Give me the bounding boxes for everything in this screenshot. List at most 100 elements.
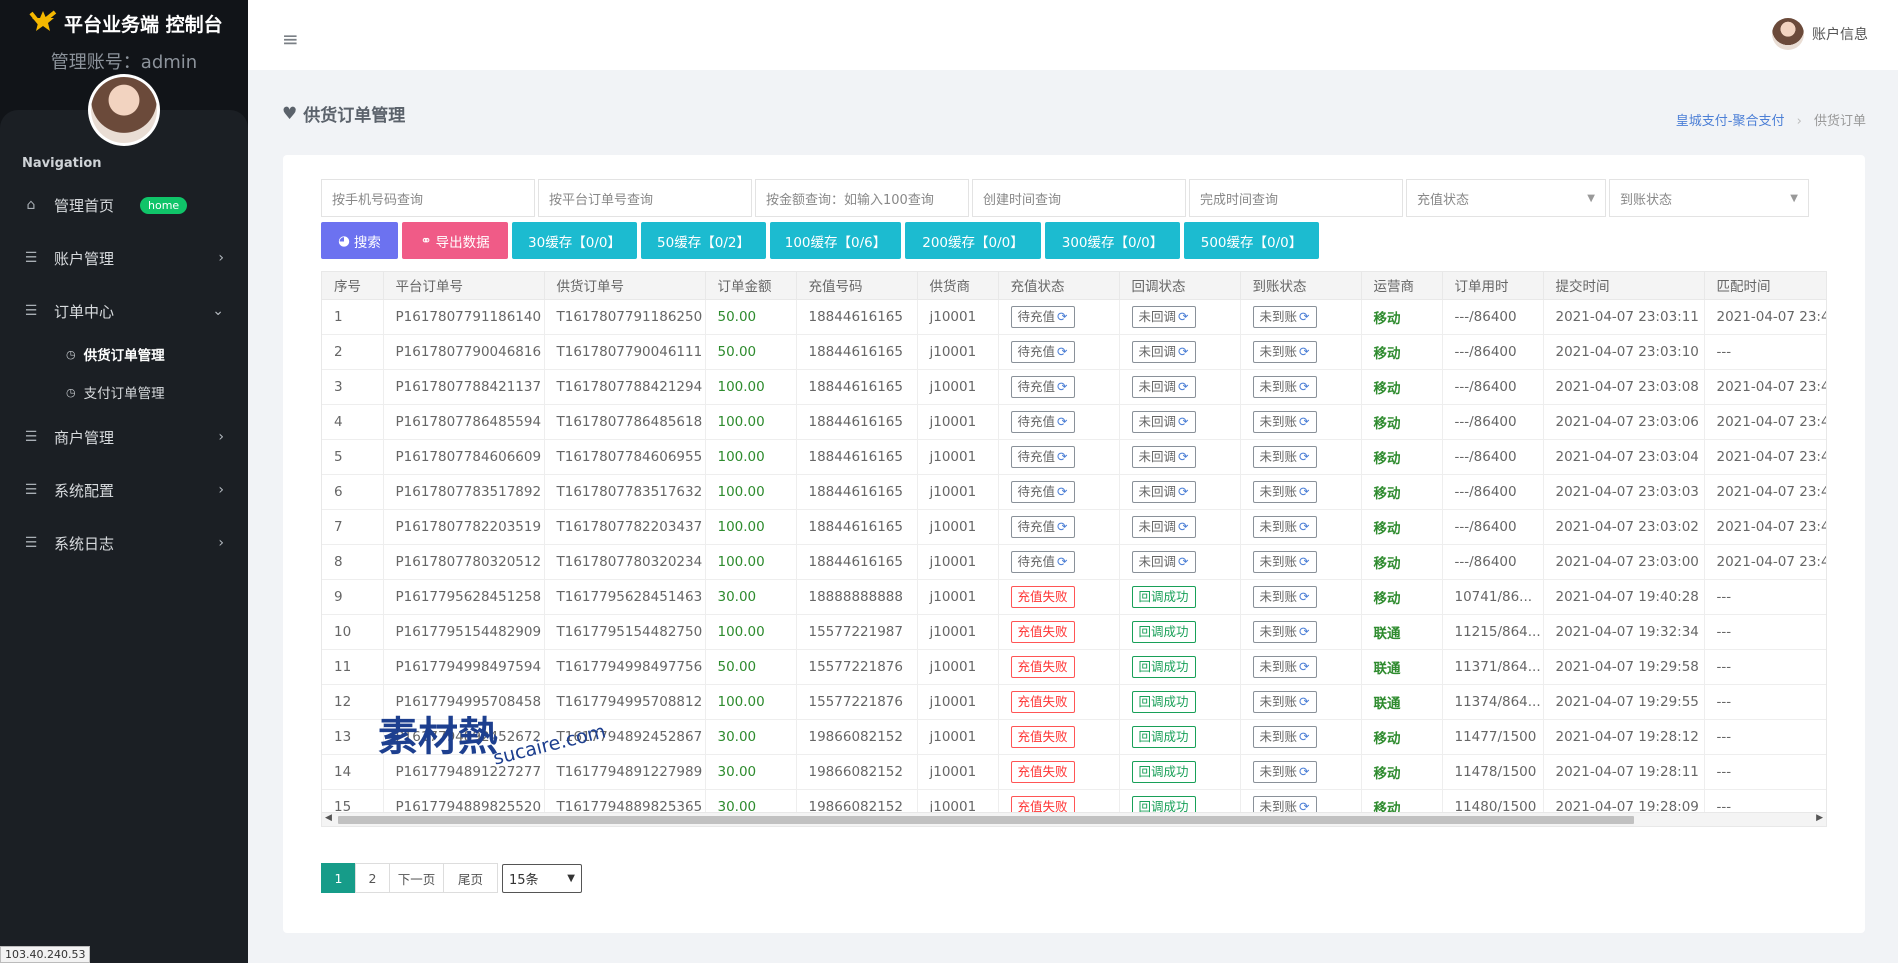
account-status-tag[interactable]: 未到账 ⟳ [1252, 585, 1317, 608]
table-cell: 移动 [1361, 369, 1443, 405]
recharge-status-tag[interactable]: 待充值 ⟳ [1010, 305, 1075, 328]
cache-100-button[interactable]: 100缓存【0/6】 [770, 222, 901, 259]
account-status-tag[interactable]: 未到账 ⟳ [1252, 480, 1317, 503]
sidebar-subitem-payment-orders[interactable]: ◷ 支付订单管理 [66, 377, 165, 407]
cache-500-button[interactable]: 500缓存【0/0】 [1184, 222, 1319, 259]
callback-status-tag[interactable]: 回调成功 [1131, 585, 1196, 608]
callback-status-tag[interactable]: 回调成功 [1131, 725, 1196, 748]
account-status-tag[interactable]: 未到账 ⟳ [1252, 445, 1317, 468]
account-status-tag[interactable]: 未到账 ⟳ [1252, 550, 1317, 573]
refresh-icon: ⟳ [1057, 343, 1068, 359]
account-status-tag[interactable]: 未到账 ⟳ [1252, 690, 1317, 713]
scroll-right-icon[interactable]: ▶ [1816, 813, 1823, 823]
create-time-input[interactable]: 创建时间查询 [972, 179, 1186, 217]
cache-200-button[interactable]: 200缓存【0/0】 [905, 222, 1041, 259]
amount-search-input[interactable]: 按金额查询：如输入100查询 [755, 179, 969, 217]
page-size-select[interactable]: 15条 ▼ [502, 863, 582, 893]
refresh-icon: ⟳ [1299, 343, 1310, 359]
table-cell: 未回调 ⟳ [1119, 439, 1241, 475]
status-label: 待充值 [1017, 378, 1056, 394]
phone-search-input[interactable]: 按手机号码查询 [321, 179, 535, 217]
brand[interactable]: 平台业务端 控制台 [0, 0, 248, 46]
table-cell: j10001 [917, 334, 999, 370]
sidebar-item-accounts[interactable]: ☰ 账户管理 › [0, 236, 248, 280]
account-status-tag[interactable]: 未到账 ⟳ [1252, 340, 1317, 363]
table-cell: 未到账 ⟳ [1240, 439, 1362, 475]
recharge-status-tag[interactable]: 充值失败 [1010, 655, 1075, 678]
account-status-tag[interactable]: 未到账 ⟳ [1252, 305, 1317, 328]
recharge-status-tag[interactable]: 待充值 ⟳ [1010, 515, 1075, 538]
export-button[interactable]: ⚭ 导出数据 [402, 222, 508, 259]
table-row: 14 P1617794891227277 T1617794891227989 30.0… [322, 754, 1826, 790]
callback-status-tag[interactable]: 回调成功 [1131, 655, 1196, 678]
account-status-tag[interactable]: 未到账 ⟳ [1252, 620, 1317, 643]
recharge-status-tag[interactable]: 充值失败 [1010, 620, 1075, 643]
callback-status-tag[interactable]: 回调成功 [1131, 690, 1196, 713]
cache-300-button[interactable]: 300缓存【0/0】 [1045, 222, 1180, 259]
callback-status-tag[interactable]: 未回调 ⟳ [1131, 375, 1196, 398]
recharge-status-tag[interactable]: 待充值 ⟳ [1010, 445, 1075, 468]
callback-status-tag[interactable]: 未回调 ⟳ [1131, 340, 1196, 363]
callback-status-tag[interactable]: 未回调 ⟳ [1131, 550, 1196, 573]
account-status-tag[interactable]: 未到账 ⟳ [1252, 375, 1317, 398]
next-page-button[interactable]: 下一页 [389, 863, 444, 893]
account-status-select[interactable]: 到账状态 ▼ [1609, 179, 1809, 217]
sidebar-subitem-supply-orders[interactable]: ◷ 供货订单管理 [66, 339, 165, 369]
table-cell: 2021-04-07 23:03:00 [1543, 544, 1705, 580]
recharge-status-tag[interactable]: 充值失败 [1010, 760, 1075, 783]
recharge-status-tag[interactable]: 待充值 ⟳ [1010, 550, 1075, 573]
account-status-tag[interactable]: 未到账 ⟳ [1252, 760, 1317, 783]
sidebar-item-logs[interactable]: ☰ 系统日志 › [0, 521, 248, 565]
sidebar-item-home[interactable]: ⌂ 管理首页 home [0, 183, 248, 227]
table-cell: 未到账 ⟳ [1240, 369, 1362, 405]
avatar[interactable] [88, 74, 160, 146]
cache-30-button[interactable]: 30缓存【0/0】 [512, 222, 637, 259]
table-cell: ---/86400 [1442, 369, 1544, 405]
account-status-tag[interactable]: 未到账 ⟳ [1252, 655, 1317, 678]
recharge-status-tag[interactable]: 充值失败 [1010, 690, 1075, 713]
cache-50-button[interactable]: 50缓存【0/2】 [641, 222, 766, 259]
table-cell: 未回调 ⟳ [1119, 369, 1241, 405]
table-cell: P1617807791186140 [383, 299, 545, 335]
account-status-tag[interactable]: 未到账 ⟳ [1252, 725, 1317, 748]
recharge-status-tag[interactable]: 待充值 ⟳ [1010, 480, 1075, 503]
table-cell: 18844616165 [796, 509, 918, 545]
callback-status-tag[interactable]: 未回调 ⟳ [1131, 480, 1196, 503]
table-cell: ---/86400 [1442, 299, 1544, 335]
recharge-status-tag[interactable]: 充值失败 [1010, 585, 1075, 608]
account-status-tag[interactable]: 未到账 ⟳ [1252, 515, 1317, 538]
sidebar-item-merchants[interactable]: ☰ 商户管理 › [0, 415, 248, 459]
account-menu[interactable]: 账户信息 [1772, 18, 1868, 50]
breadcrumb-link-home[interactable]: 皇城支付-聚合支付 [1675, 114, 1785, 129]
callback-status-tag[interactable]: 未回调 ⟳ [1131, 410, 1196, 433]
recharge-status-tag[interactable]: 充值失败 [1010, 725, 1075, 748]
scroll-left-icon[interactable]: ◀ [325, 813, 332, 823]
table-row: 8 P1617807780320512 T1617807780320234 100.0… [322, 544, 1826, 580]
scrollbar-thumb[interactable] [338, 816, 1634, 824]
finish-time-input[interactable]: 完成时间查询 [1189, 179, 1403, 217]
menu-toggle-icon[interactable]: ≡ [282, 27, 299, 51]
list-icon: ☰ [24, 250, 38, 266]
search-button[interactable]: ◕ 搜索 [321, 222, 398, 259]
callback-status-tag[interactable]: 未回调 ⟳ [1131, 515, 1196, 538]
caret-down-icon: ▼ [1790, 192, 1798, 204]
last-page-button[interactable]: 尾页 [443, 863, 498, 893]
page-button-2[interactable]: 2 [355, 863, 390, 893]
callback-status-tag[interactable]: 回调成功 [1131, 760, 1196, 783]
recharge-status-tag[interactable]: 待充值 ⟳ [1010, 375, 1075, 398]
callback-status-tag[interactable]: 回调成功 [1131, 620, 1196, 643]
sidebar-item-config[interactable]: ☰ 系统配置 › [0, 468, 248, 512]
recharge-status-select[interactable]: 充值状态 ▼ [1406, 179, 1606, 217]
callback-status-tag[interactable]: 未回调 ⟳ [1131, 445, 1196, 468]
recharge-status-tag[interactable]: 待充值 ⟳ [1010, 410, 1075, 433]
horizontal-scrollbar[interactable]: ◀ ▶ [322, 812, 1826, 826]
callback-status-tag[interactable]: 未回调 ⟳ [1131, 305, 1196, 328]
refresh-icon: ⟳ [1178, 413, 1189, 429]
sidebar-item-orders[interactable]: ☰ 订单中心 ⌄ [0, 289, 248, 333]
table-cell: T1617794995708812 [544, 684, 706, 720]
recharge-status-tag[interactable]: 待充值 ⟳ [1010, 340, 1075, 363]
account-status-tag[interactable]: 未到账 ⟳ [1252, 410, 1317, 433]
table-cell: 待充值 ⟳ [998, 474, 1120, 510]
platform-order-search-input[interactable]: 按平台订单号查询 [538, 179, 752, 217]
page-button-1[interactable]: 1 [321, 863, 356, 893]
